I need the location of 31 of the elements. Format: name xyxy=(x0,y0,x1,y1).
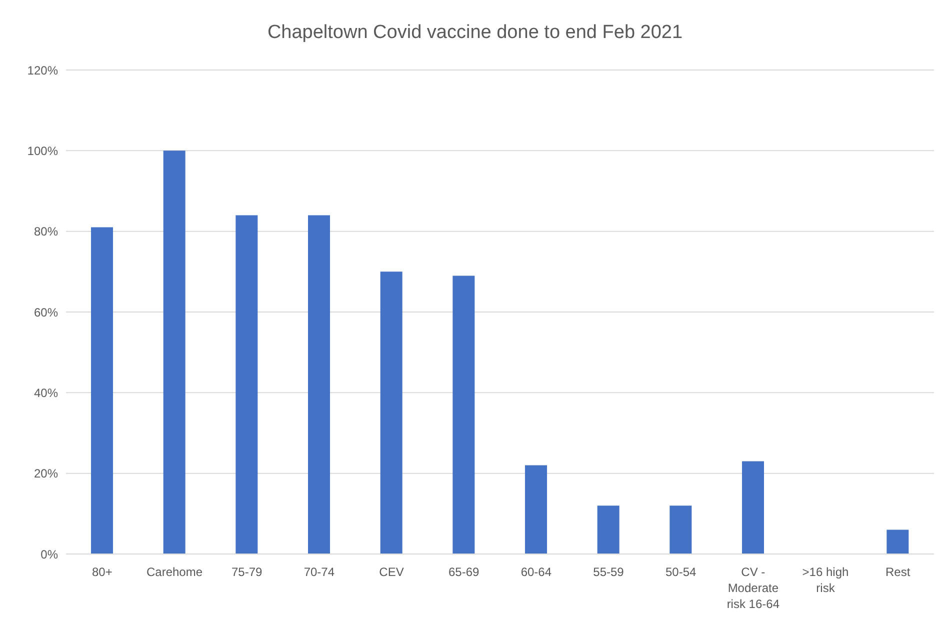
y-tick-label: 0% xyxy=(40,547,58,562)
x-tick-label: 55-59 xyxy=(593,565,624,579)
y-tick-label: 80% xyxy=(34,224,58,239)
bar xyxy=(452,276,475,554)
y-tick-label: 100% xyxy=(27,144,58,158)
y-tick-label: 120% xyxy=(27,63,58,78)
bar xyxy=(163,150,186,554)
x-tick-label: Carehome xyxy=(146,565,203,579)
y-tick-label: 40% xyxy=(34,386,58,400)
bar xyxy=(886,530,909,554)
x-tick-label: CV - Moderate risk 16-64 xyxy=(726,565,780,611)
x-tick-label: CEV xyxy=(379,565,404,579)
bar xyxy=(380,272,402,554)
y-tick-label: 20% xyxy=(34,466,58,481)
x-tick-label: 50-54 xyxy=(665,565,696,579)
x-tick-label: 70-74 xyxy=(304,565,335,579)
bar xyxy=(91,227,113,554)
x-tick-label: 75-79 xyxy=(231,565,262,579)
x-tick-label: >16 high risk xyxy=(802,565,849,595)
x-tick-label: Rest xyxy=(885,565,911,579)
bar xyxy=(670,506,692,554)
bar xyxy=(236,215,258,554)
bar xyxy=(525,465,547,554)
chart-title: Chapeltown Covid vaccine done to end Feb 2021 xyxy=(266,21,684,45)
x-tick-label: 60-64 xyxy=(520,565,552,579)
bar xyxy=(308,215,330,554)
bar xyxy=(742,461,764,554)
x-tick-label: 65-69 xyxy=(448,565,480,579)
y-tick-label: 60% xyxy=(34,305,58,320)
x-tick-label: 80+ xyxy=(92,565,112,579)
bar xyxy=(597,506,620,554)
